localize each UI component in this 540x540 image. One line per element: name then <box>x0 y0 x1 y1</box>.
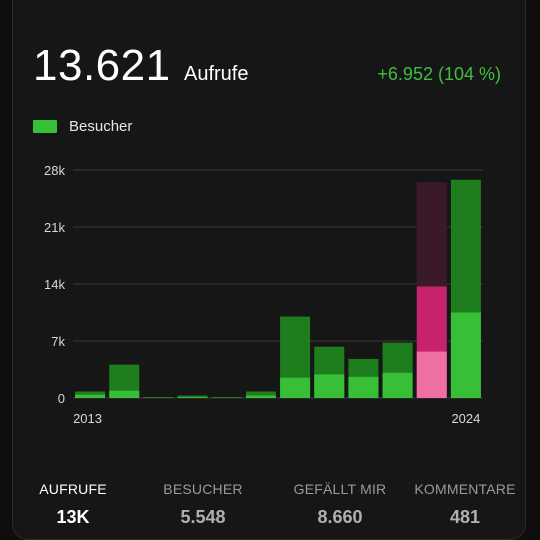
stat-value: 8.660 <box>317 507 363 527</box>
stat-value: 13K <box>56 507 90 527</box>
chart-legend[interactable]: Besucher <box>33 118 132 135</box>
bar-visitors <box>75 394 106 398</box>
views-delta: +6.952 (104 %) <box>377 64 501 84</box>
bar-visitors <box>245 395 276 398</box>
stat-value: 481 <box>449 507 481 527</box>
y-tick-label: 21k <box>44 220 65 235</box>
bar-visitors <box>382 372 413 398</box>
tab-likes[interactable]: GEFÄLLT MIR 8.660 <box>275 480 405 528</box>
x-tick-label: 2024 <box>451 411 480 426</box>
bar-views <box>143 397 174 398</box>
bar-views <box>177 395 208 398</box>
bar-chart: 28k 21k 14k 7k 0 2013 2024 <box>44 163 483 426</box>
stat-label: BESUCHER <box>163 481 243 497</box>
tab-comments[interactable]: KOMMENTARE 481 <box>403 480 527 528</box>
bar-visitors <box>177 397 208 398</box>
stat-label: GEFÄLLT MIR <box>293 481 387 497</box>
legend-label-visitors: Besucher <box>69 118 133 135</box>
y-tick-label: 7k <box>51 334 65 349</box>
tab-visitors[interactable]: BESUCHER 5.548 <box>147 480 259 528</box>
bar-views <box>211 397 242 398</box>
bar-visitors <box>416 351 447 398</box>
y-tick-label: 14k <box>44 277 65 292</box>
total-views-value: 13.621 <box>33 41 171 90</box>
bar-visitors <box>280 377 311 398</box>
y-tick-label: 28k <box>44 163 65 178</box>
bar-visitors <box>109 390 140 398</box>
bar-views <box>245 391 276 398</box>
stat-label: AUFRUFE <box>39 481 107 497</box>
x-tick-label: 2013 <box>73 411 102 426</box>
total-views-label: Aufrufe <box>184 63 249 85</box>
y-tick-label: 0 <box>58 391 65 406</box>
bar-visitors <box>450 312 481 398</box>
bar-visitors <box>348 376 379 398</box>
legend-swatch <box>33 120 57 133</box>
stat-label: KOMMENTARE <box>414 481 516 497</box>
stat-value: 5.548 <box>180 507 226 527</box>
tab-views[interactable]: AUFRUFE 13K <box>23 480 123 528</box>
bar-visitors <box>314 374 345 398</box>
stats-tabs: AUFRUFE 13K BESUCHER 5.548 GEFÄLLT MIR 8… <box>13 480 527 530</box>
stats-card: 13.621 Aufrufe +6.952 (104 %) Besucher 2… <box>12 0 526 540</box>
